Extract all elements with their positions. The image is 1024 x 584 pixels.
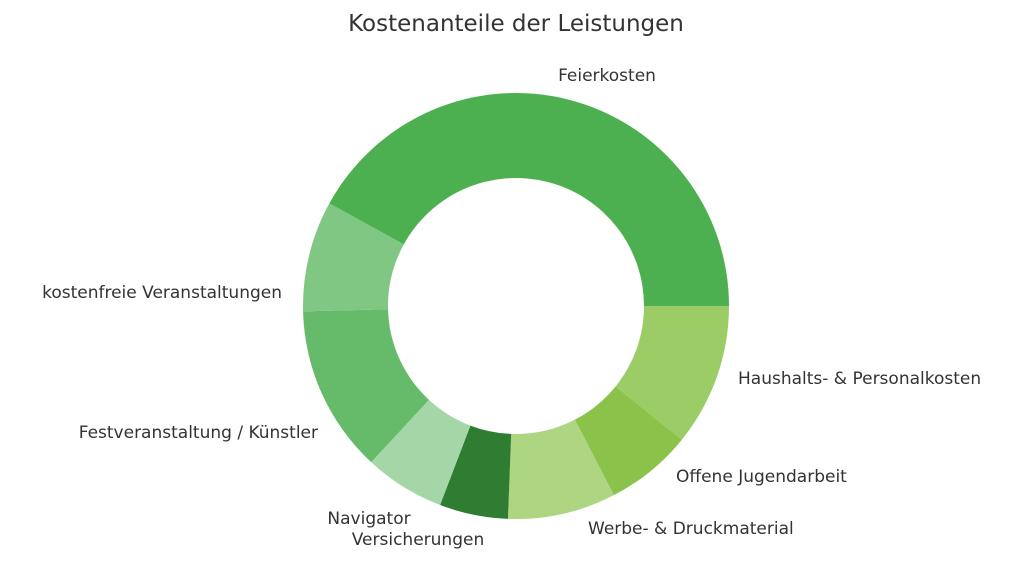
- slice-label-8: Feierkosten: [558, 66, 656, 86]
- slice-5: [371, 399, 471, 506]
- slice-8: [329, 93, 729, 306]
- slice-3: [507, 419, 614, 519]
- slice-label-5: Navigator: [327, 509, 410, 529]
- slice-label-2: Offene Jugendarbeit: [676, 467, 847, 487]
- slice-1: [615, 306, 729, 440]
- slice-label-4: Versicherungen: [352, 530, 484, 550]
- slice-4: [440, 425, 512, 519]
- slice-label-3: Werbe- & Druckmaterial: [588, 519, 794, 539]
- slice-label-1: Haushalts- & Personalkosten: [738, 369, 981, 389]
- slices-group: [303, 93, 729, 519]
- slice-7: [303, 203, 404, 312]
- chart-title: Kostenanteile der Leistungen: [348, 11, 684, 37]
- slice-2: [574, 386, 682, 496]
- slice-label-7: kostenfreie Veranstaltungen: [42, 283, 282, 303]
- labels-group: Haushalts- & Personalkosten Offene Jugend…: [42, 66, 981, 550]
- slice-6: [303, 309, 429, 463]
- slice-label-6: Festveranstaltung / Künstler: [79, 423, 318, 443]
